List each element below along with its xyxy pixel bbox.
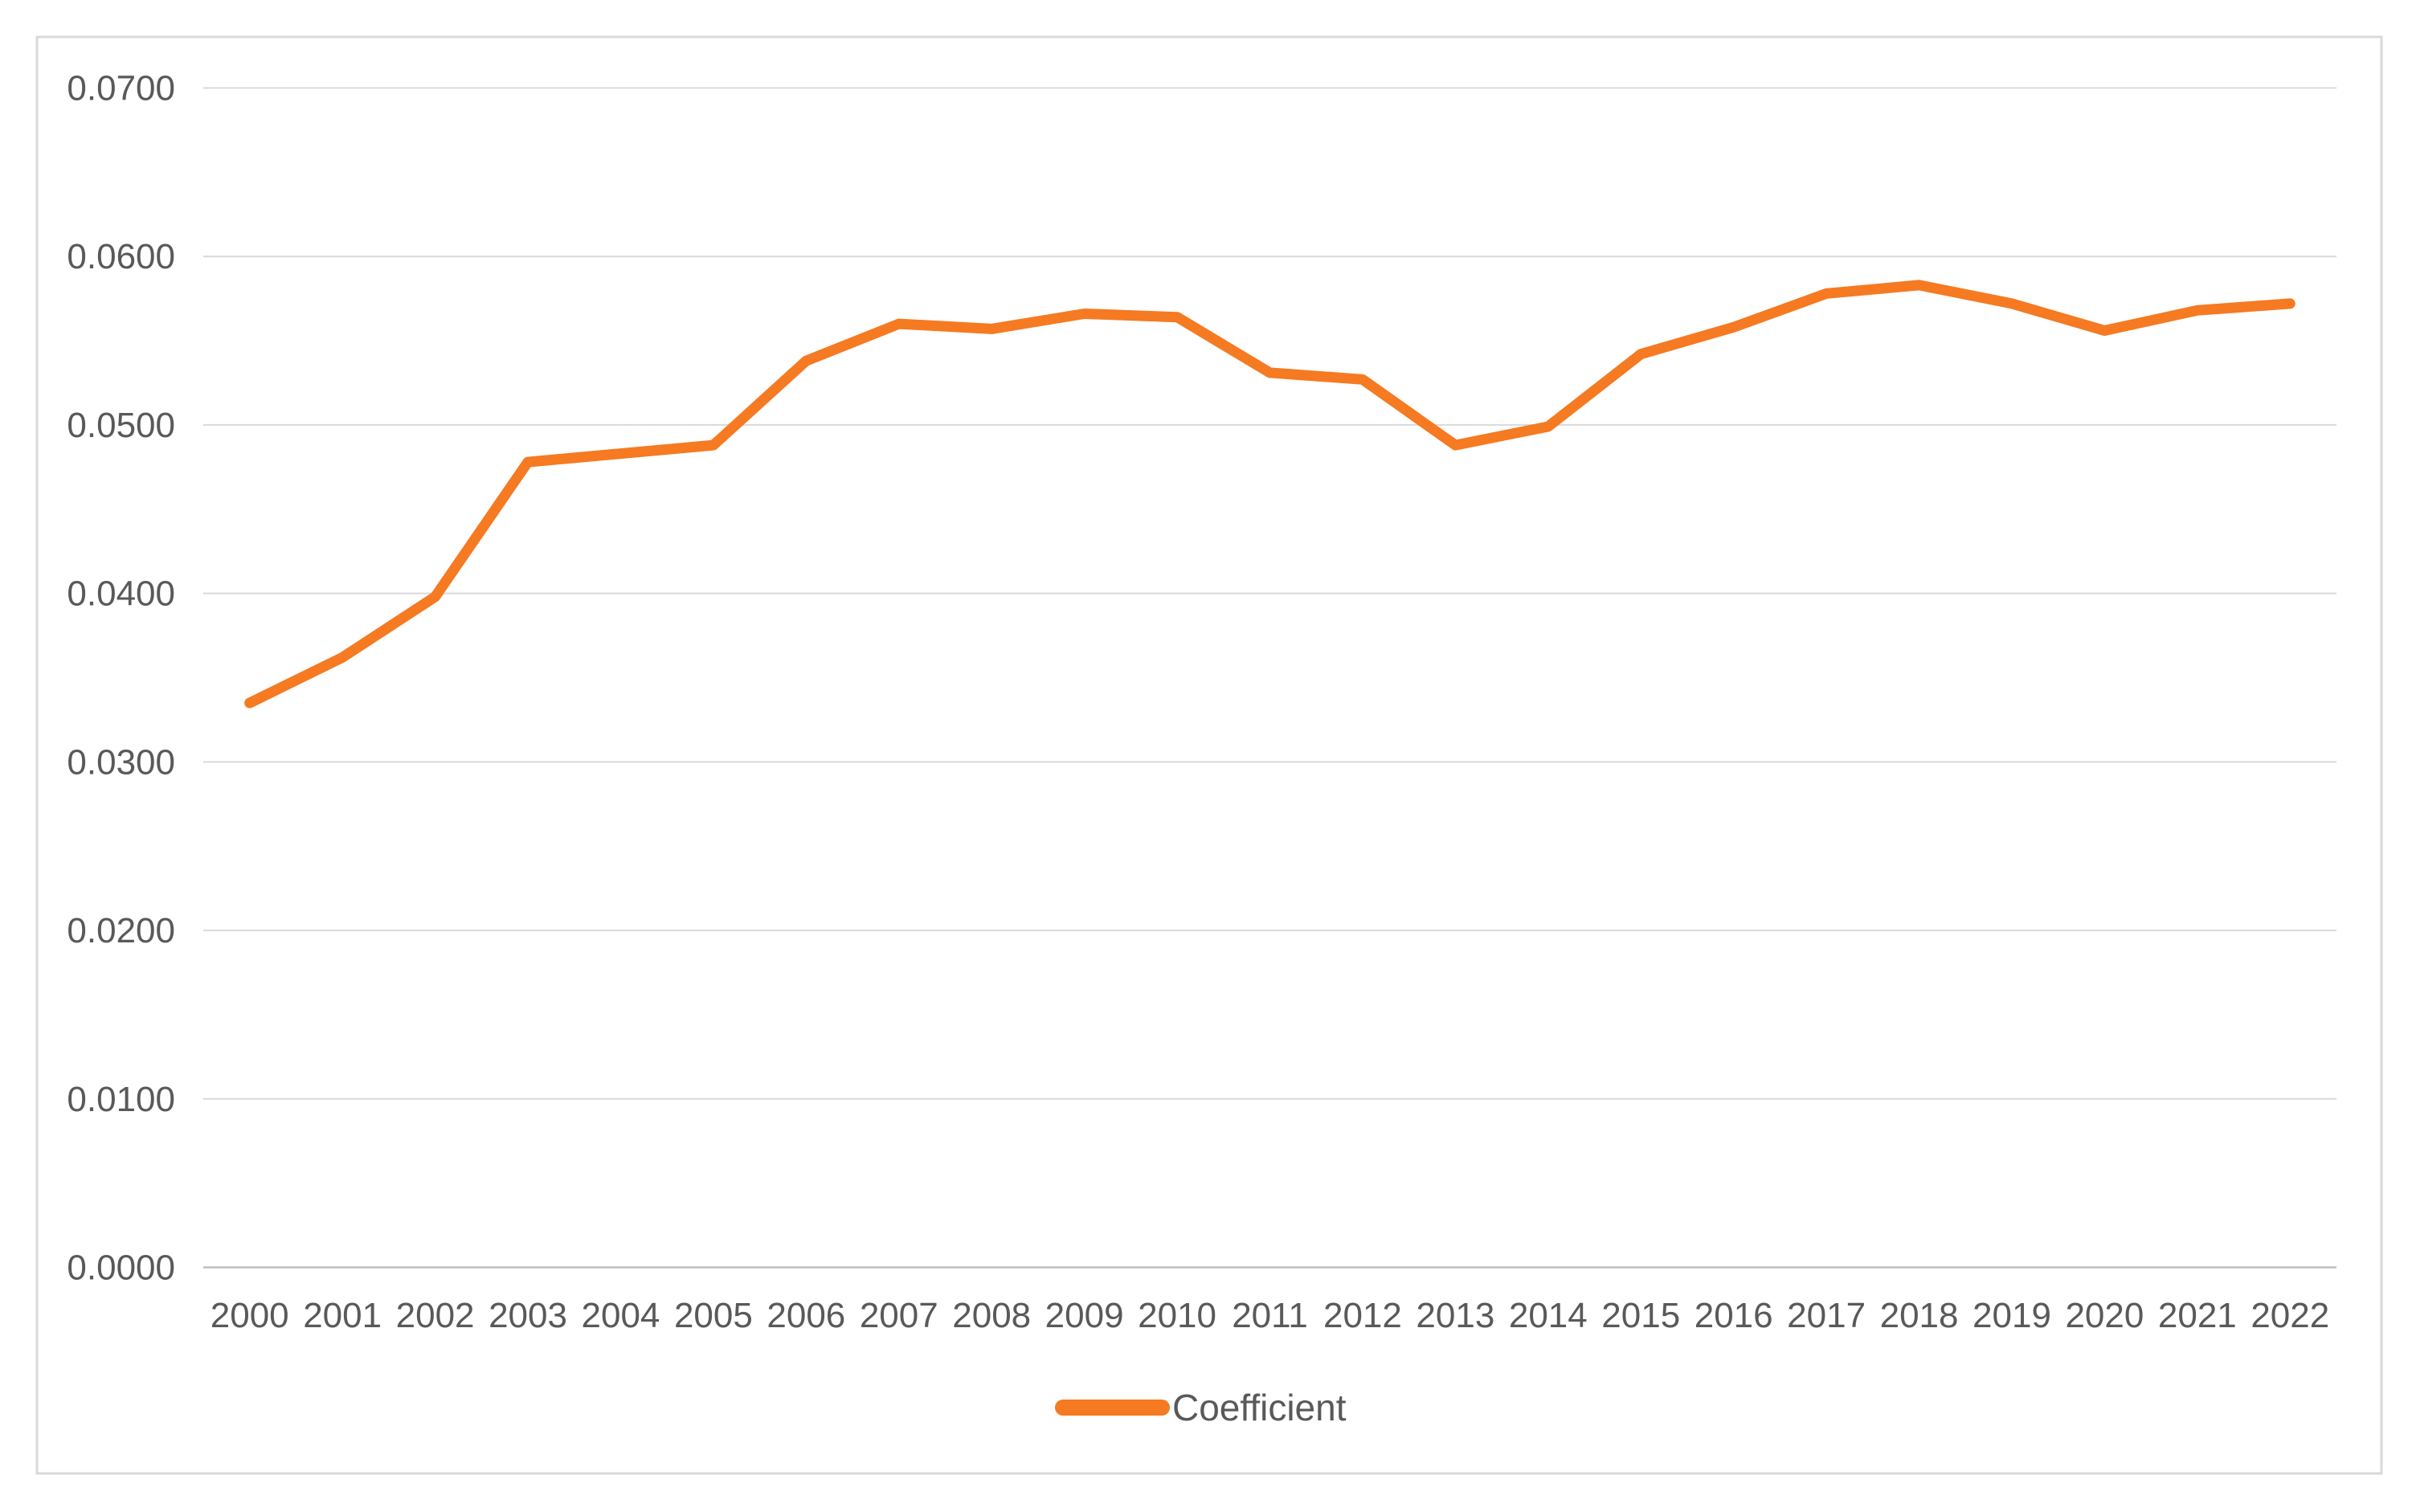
legend-label: Coefficient <box>1172 1387 1347 1428</box>
x-tick-label: 2003 <box>489 1296 567 1335</box>
chart-border <box>35 35 2383 1475</box>
y-tick-label: 0.0700 <box>67 69 175 108</box>
x-tick-label: 2009 <box>1045 1296 1124 1335</box>
y-tick-label: 0.0400 <box>67 574 175 614</box>
x-tick-label: 2021 <box>2158 1296 2237 1335</box>
y-tick-label: 0.0000 <box>67 1248 175 1288</box>
x-tick-label: 2018 <box>1880 1296 1959 1335</box>
x-tick-label: 2000 <box>211 1296 289 1335</box>
y-axis-labels: 0.0000 0.0100 0.0200 0.0300 0.0400 0.0500 0.06… <box>67 69 175 1288</box>
x-tick-label: 2015 <box>1601 1296 1680 1335</box>
y-tick-label: 0.0500 <box>67 406 175 445</box>
x-tick-label: 2017 <box>1787 1296 1866 1335</box>
x-tick-label: 2012 <box>1323 1296 1402 1335</box>
x-tick-label: 2007 <box>860 1296 938 1335</box>
y-tick-label: 0.0200 <box>67 911 175 950</box>
gridlines <box>203 87 2336 1269</box>
x-tick-label: 2020 <box>2065 1296 2144 1335</box>
x-tick-label: 2001 <box>303 1296 382 1335</box>
x-tick-label: 2019 <box>1973 1296 2051 1335</box>
x-tick-label: 2016 <box>1695 1296 1773 1335</box>
x-tick-label: 2010 <box>1138 1296 1216 1335</box>
x-axis-labels: 2000 2001 2002 2003 2004 2005 2006 2007 2008 2009… <box>211 1296 2329 1335</box>
x-tick-label: 2008 <box>952 1296 1031 1335</box>
coefficient-series-line <box>244 280 2295 709</box>
y-tick-label: 0.0300 <box>67 742 175 782</box>
x-tick-label: 2002 <box>396 1296 475 1335</box>
y-tick-label: 0.0100 <box>67 1080 175 1119</box>
legend: Coefficient <box>1055 1387 1347 1428</box>
x-tick-label: 2011 <box>1232 1296 1308 1335</box>
x-tick-label: 2005 <box>674 1296 753 1335</box>
x-tick-label: 2006 <box>767 1296 845 1335</box>
x-tick-label: 2013 <box>1416 1296 1494 1335</box>
x-tick-label: 2022 <box>2251 1296 2329 1335</box>
x-tick-label: 2014 <box>1509 1296 1588 1335</box>
y-tick-label: 0.0600 <box>67 237 175 276</box>
x-tick-label: 2004 <box>582 1296 660 1335</box>
